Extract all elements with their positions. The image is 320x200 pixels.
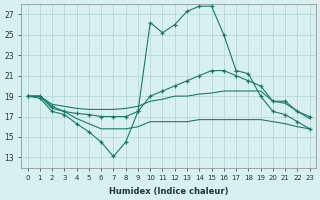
X-axis label: Humidex (Indice chaleur): Humidex (Indice chaleur) [109,187,228,196]
